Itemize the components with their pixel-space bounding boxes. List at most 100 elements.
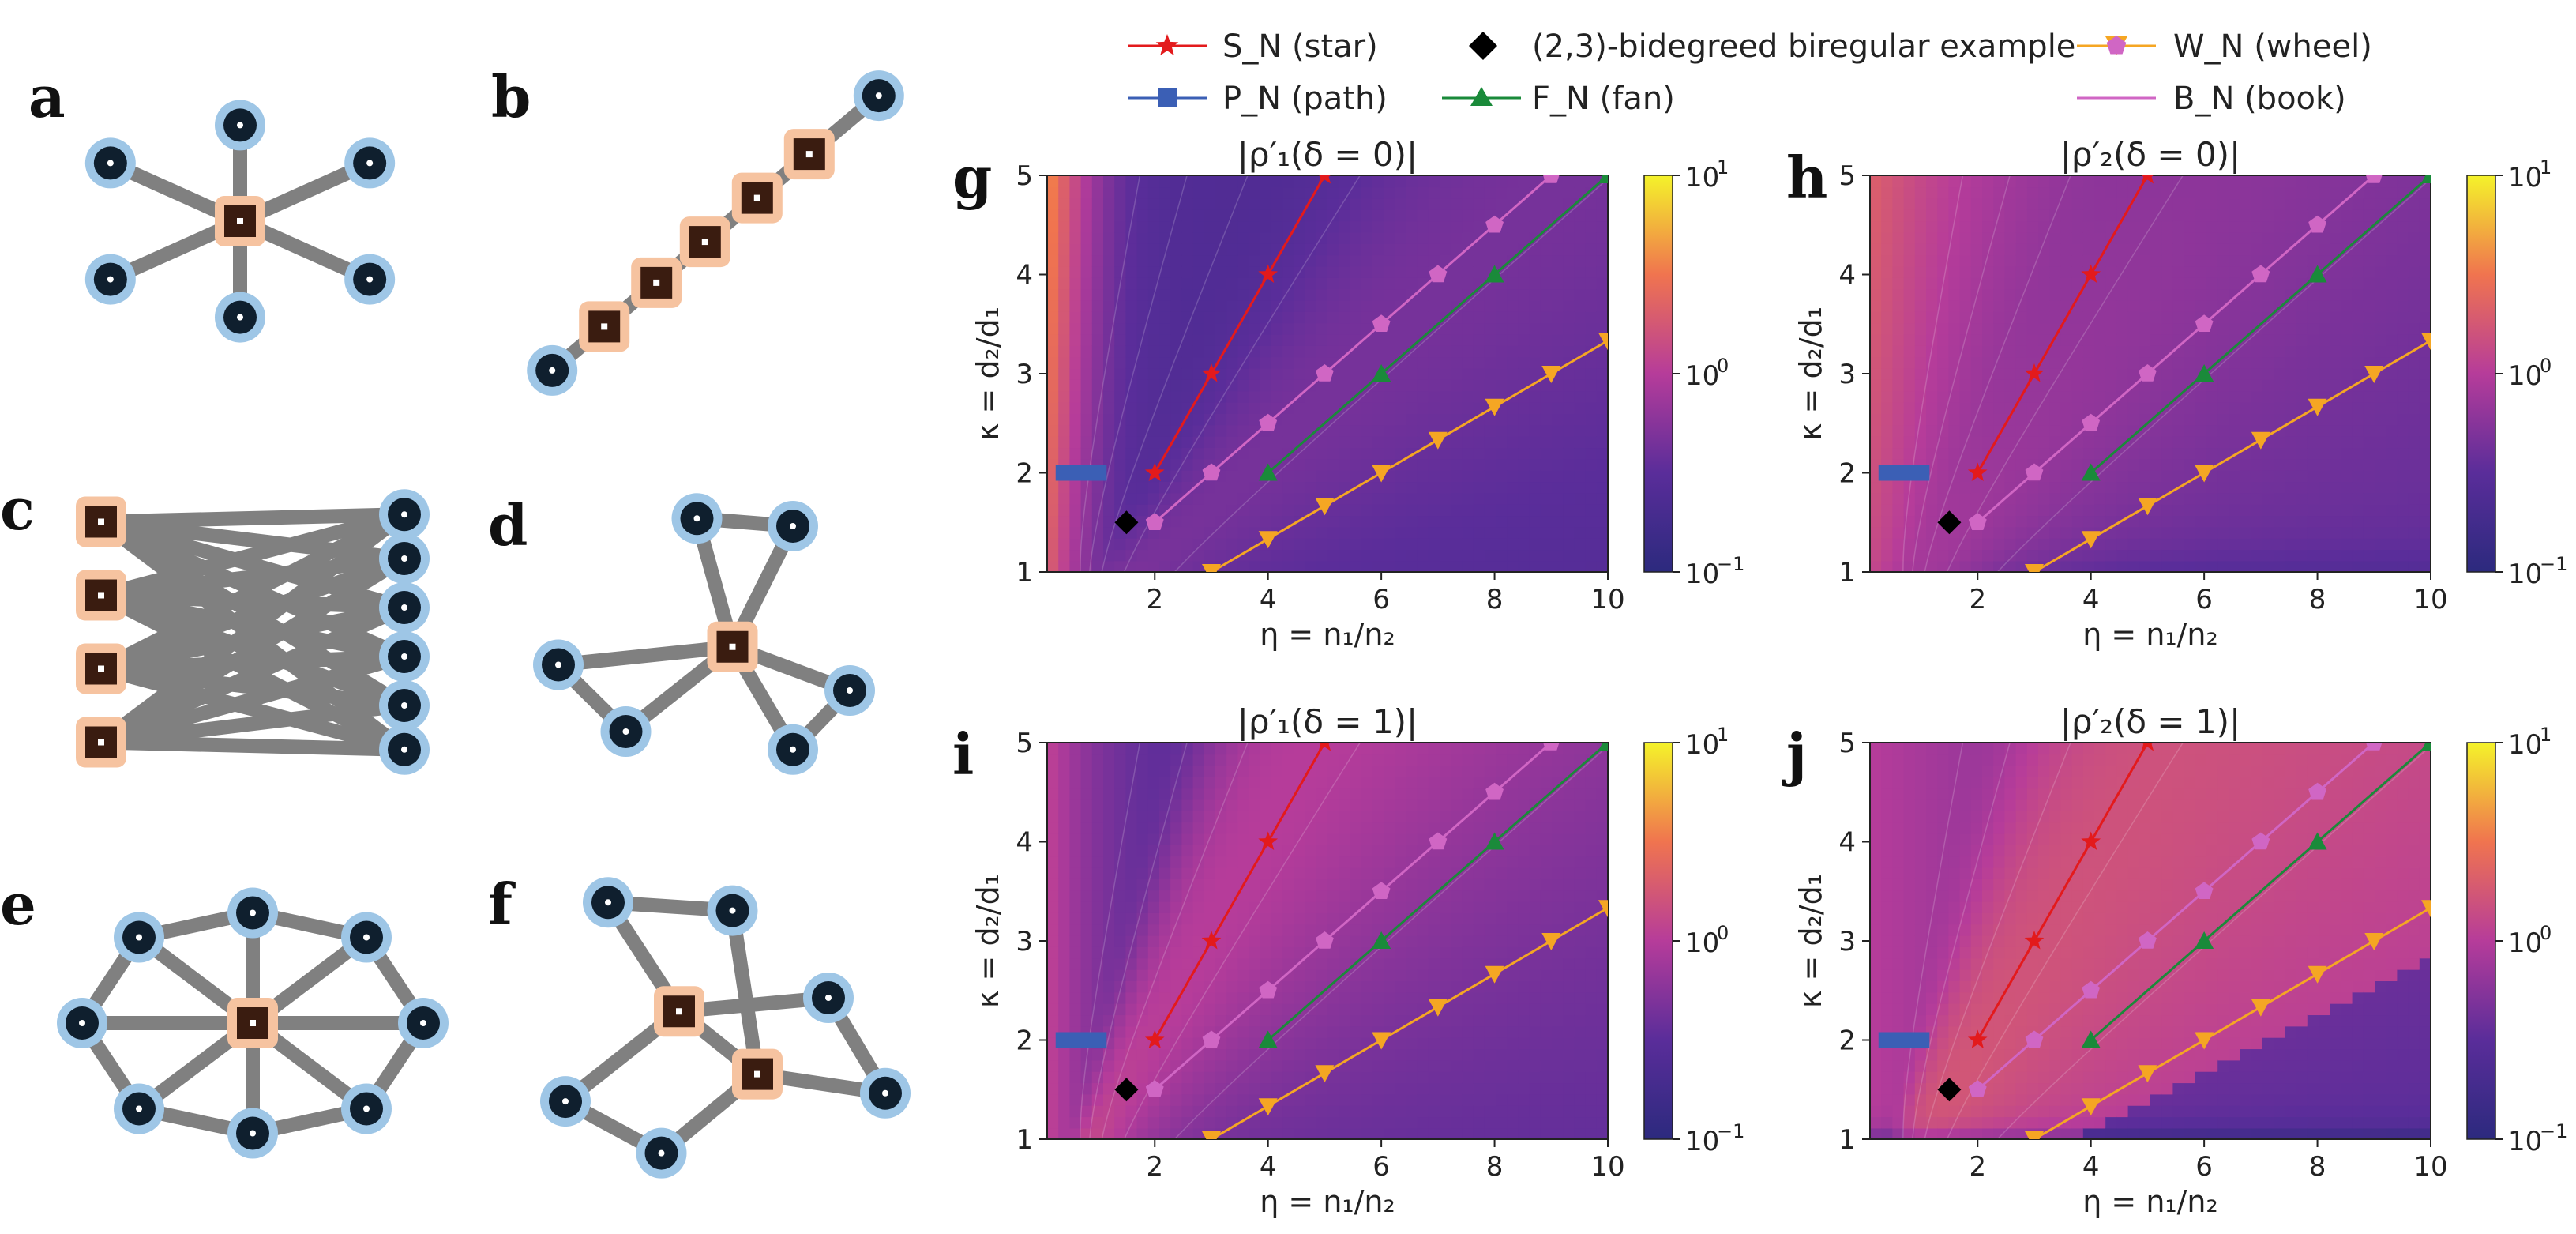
heatmap-cell [1271, 799, 1283, 811]
heatmap-cell [1103, 969, 1115, 981]
heatmap-cell [1103, 924, 1115, 936]
heatmap-cell [2161, 435, 2174, 449]
heatmap-cell [1237, 333, 1250, 346]
heatmap-cell [1282, 220, 1295, 233]
heatmap-cell [2195, 209, 2207, 222]
heatmap-cell [1114, 198, 1127, 210]
heatmap-cell [2262, 198, 2274, 210]
heatmap-cell [1361, 878, 1373, 891]
heatmap-cell [1147, 867, 1160, 879]
heatmap-cell [1959, 254, 1972, 267]
heatmap-cell [1903, 254, 1916, 267]
heatmap-cell [1114, 424, 1127, 437]
heatmap-cell [1294, 1014, 1306, 1027]
heatmap-cell [1327, 912, 1339, 925]
heatmap-cell [1372, 401, 1384, 414]
heatmap-cell [1350, 1025, 1362, 1038]
fan-data-point [1598, 175, 1608, 183]
heatmap-cell [1282, 777, 1295, 789]
heatmap-cell [2184, 254, 2196, 267]
heatmap-cell [2206, 299, 2218, 312]
heatmap-cell [1585, 288, 1598, 301]
heatmap-cell [2397, 413, 2409, 426]
heatmap-cell [2341, 175, 2353, 188]
heatmap-cell [1428, 186, 1440, 199]
heatmap-cell [1395, 526, 1407, 539]
heatmap-cell [1327, 231, 1339, 244]
heatmap-cell [1914, 345, 1927, 358]
heatmap-cell [1069, 1082, 1082, 1095]
heatmap-cell [2274, 515, 2286, 528]
heatmap-cell [1260, 1014, 1272, 1027]
heatmap-cell [1327, 537, 1339, 551]
heatmap-cell [1574, 492, 1587, 505]
heatmap-cell [1125, 1036, 1138, 1050]
heatmap-cell [1215, 788, 1227, 800]
heatmap-cell [1136, 254, 1149, 267]
heatmap-cell [1181, 788, 1194, 800]
heatmap-cell [1069, 322, 1082, 335]
heatmap-cell [2419, 277, 2431, 290]
heatmap-cell [1451, 243, 1463, 256]
heatmap-cell [1372, 811, 1384, 823]
wheel-data-point [2308, 398, 2327, 416]
heatmap-cell [1069, 526, 1082, 539]
heatmap-cell [2262, 333, 2274, 346]
heatmap-cell [1327, 765, 1339, 777]
heatmap-cell [2251, 458, 2263, 471]
heatmap-cell [2161, 311, 2174, 324]
heatmap-cell [1282, 980, 1295, 993]
book-data-point [2082, 413, 2101, 431]
heatmap-cell [1384, 957, 1395, 970]
heatmap-cell [2082, 435, 2095, 449]
heatmap-cell [1136, 424, 1149, 437]
heatmap-cell [2229, 549, 2241, 562]
heatmap-cell [1058, 924, 1071, 936]
heatmap-cell [1271, 379, 1283, 392]
heatmap-cell [1903, 367, 1916, 380]
heatmap-cell [1970, 424, 1983, 437]
heatmap-cell [1892, 379, 1905, 392]
heatmap-cell [1926, 526, 1938, 539]
heatmap-cell [1069, 788, 1082, 800]
heatmap-cell [1091, 1116, 1104, 1129]
heatmap-cell [1305, 220, 1317, 233]
heatmap-cell [1937, 560, 1950, 572]
heatmap-cell [1091, 1093, 1104, 1106]
heatmap-cell [1372, 186, 1384, 199]
heatmap-cell [1574, 277, 1587, 290]
heatmap-cell [1982, 492, 1994, 505]
heatmap-cell [1937, 198, 1950, 210]
heatmap-cell [1114, 447, 1127, 460]
heatmap-cell [2419, 254, 2431, 267]
heatmap-cell [2094, 220, 2106, 233]
heatmap-cell [1260, 878, 1272, 891]
heatmap-cell [1451, 288, 1463, 301]
wheel-data-point [1541, 366, 1561, 383]
heatmap-cell [1993, 560, 2006, 572]
heatmap-cell [2397, 175, 2409, 188]
heatmap-cell [2408, 220, 2420, 233]
heatmap-cell [1136, 492, 1149, 505]
heatmap-cell [2363, 356, 2375, 369]
heatmap-cell [1529, 458, 1541, 471]
heatmap-cell [1406, 311, 1418, 324]
fan-series-line [2090, 175, 2431, 474]
heatmap-cell [1260, 867, 1272, 879]
heatmap-cell [1204, 265, 1216, 278]
heatmap-cell [1959, 401, 1972, 414]
heatmap-cell [1339, 526, 1351, 539]
heatmap-cell [2161, 503, 2174, 517]
node-center [107, 276, 114, 283]
heatmap-cell [1294, 1048, 1306, 1061]
heatmap-cell [1316, 1104, 1328, 1118]
heatmap-cell [1870, 560, 1882, 572]
heatmap-cell [1204, 220, 1216, 233]
heatmap-cell [2071, 345, 2084, 358]
heatmap-cell [1339, 777, 1351, 789]
heatmap-cell [1215, 1070, 1227, 1084]
heatmap-cell [2217, 503, 2230, 517]
heatmap-cell [2408, 299, 2420, 312]
heatmap-cell [2240, 435, 2252, 449]
heatmap-cell [1237, 890, 1250, 902]
